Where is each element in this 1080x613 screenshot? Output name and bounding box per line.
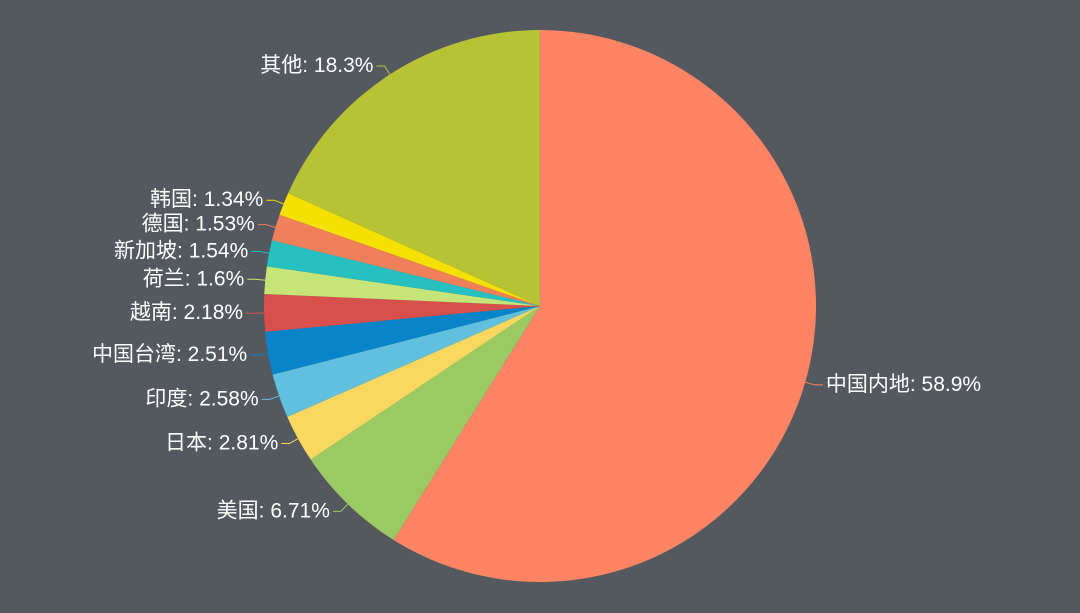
pie-slice-0 [393,30,816,582]
slice-label-7: 新加坡: 1.54% [114,239,248,262]
slice-label-separator: : [176,343,188,366]
slice-label-value: 1.34 [204,188,245,211]
slice-label-value: 6.71 [270,499,311,522]
slice-label-value: 1.6 [196,267,225,290]
label-leader-lines [246,65,823,512]
slice-label-name: 韩国 [150,188,192,211]
label-leader-line-2 [281,438,299,445]
label-leader-line-9 [266,199,284,205]
slice-label-value: 2.51 [188,343,229,366]
pie-slice-4 [265,306,540,375]
label-leader-line-4 [250,352,269,356]
slice-label-value: 18.3 [314,54,355,77]
slice-label-separator: : [207,431,219,454]
slice-label-unit: % [229,343,248,366]
pie-slice-8 [271,214,540,306]
label-leader-line-1 [332,503,349,512]
slice-label-unit: % [240,387,259,410]
slice-label-separator: : [192,188,204,211]
slice-label-1: 美国: 6.71% [217,499,330,522]
slice-label-unit: % [962,372,981,395]
label-leader-line-7 [251,250,270,254]
label-leader-line-10 [376,65,391,75]
slice-label-unit: % [311,499,330,522]
pie-slice-5 [264,294,540,332]
slice-label-name: 荷兰 [143,267,185,290]
slice-label-value: 58.9 [922,372,963,395]
slice-label-separator: : [184,212,196,235]
slice-label-name: 其他 [260,54,302,77]
slice-label-8: 德国: 1.53% [142,212,255,235]
slice-label-6: 荷兰: 1.6% [143,267,245,290]
slice-label-0: 中国内地: 58.9% [826,372,981,395]
pie-slice-6 [264,266,540,306]
slice-label-value: 1.53 [195,212,236,235]
slice-label-separator: : [177,239,189,262]
slice-label-name: 中国台湾 [92,343,176,366]
slice-label-separator: : [187,387,199,410]
slice-label-separator: : [302,54,314,77]
slice-label-unit: % [224,301,243,324]
slice-label-name: 美国 [217,499,259,522]
pie-slice-9 [279,193,540,306]
slice-label-separator: : [185,267,197,290]
slice-label-name: 新加坡 [114,239,177,262]
slice-label-3: 印度: 2.58% [145,387,258,410]
slice-label-unit: % [355,54,374,77]
slice-label-5: 越南: 2.18% [130,301,243,324]
slice-label-separator: : [259,499,271,522]
label-leader-line-0 [805,381,823,386]
slice-label-separator: : [910,372,922,395]
slice-label-value: 2.58 [199,387,240,410]
slice-label-name: 中国内地 [826,372,910,395]
pie-slice-10 [288,30,540,306]
slice-label-value: 2.18 [184,301,225,324]
pie-slice-7 [266,240,540,306]
pie-slices [264,30,816,582]
slice-label-unit: % [226,267,245,290]
slice-label-value: 1.54 [189,239,230,262]
slice-label-unit: % [230,239,249,262]
slice-label-separator: : [172,301,184,324]
slice-label-name: 日本 [165,431,207,454]
slice-label-2: 日本: 2.81% [165,431,278,454]
slice-label-value: 2.81 [219,431,260,454]
label-leader-line-6 [247,278,266,281]
slice-label-name: 印度 [145,387,187,410]
slice-label-unit: % [245,188,264,211]
slice-label-9: 韩国: 1.34% [150,188,263,211]
label-leader-line-8 [257,224,276,228]
slice-label-10: 其他: 18.3% [260,54,373,77]
slice-label-name: 越南 [130,301,172,324]
slice-label-name: 德国 [142,212,184,235]
slice-labels: 中国内地: 58.9%美国: 6.71%日本: 2.81%印度: 2.58%中国… [92,54,981,522]
slice-label-4: 中国台湾: 2.51% [92,343,247,366]
slice-label-unit: % [236,212,255,235]
slice-label-unit: % [260,431,279,454]
pie-slice-3 [272,306,540,417]
label-leader-line-3 [261,395,280,400]
pie-slice-1 [310,306,540,540]
pie-slice-2 [287,306,540,460]
